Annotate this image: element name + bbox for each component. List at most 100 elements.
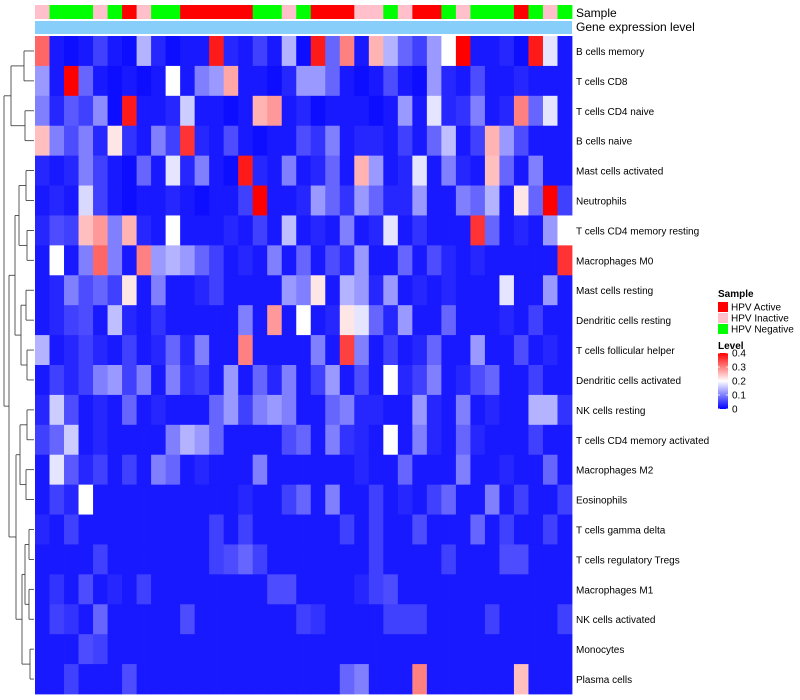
heatmap-cell: [528, 185, 544, 216]
heatmap-cell: [455, 305, 471, 336]
annotation-label-sample: Sample: [576, 6, 617, 20]
heatmap-cell: [180, 664, 196, 695]
level-legend: Level 0 0.1 0.2 0.3 0.4: [718, 341, 746, 416]
heatmap-cell: [310, 604, 326, 635]
heatmap-cell: [441, 95, 457, 127]
heatmap-cell: [267, 275, 283, 306]
heatmap-cell: [499, 604, 515, 635]
heatmap-cell: [64, 155, 79, 186]
heatmap-cell: [368, 275, 384, 306]
heatmap-cell: [513, 604, 529, 635]
heatmap-cell: [136, 36, 152, 67]
heatmap-cell: [441, 245, 457, 276]
heatmap-cell: [194, 185, 210, 216]
heatmap-cell: [107, 305, 123, 336]
heatmap-cell: [122, 65, 137, 97]
heatmap-cell: [513, 574, 529, 605]
heatmap-cell: [78, 245, 94, 276]
heatmap-cell: [441, 125, 457, 157]
heatmap-cell: [542, 275, 558, 306]
heatmap-cell: [383, 664, 399, 695]
heatmap-cell: [194, 574, 210, 605]
heatmap-cell: [354, 424, 370, 456]
heatmap-cell: [122, 604, 137, 635]
heatmap-cell: [78, 335, 94, 366]
heatmap-cell: [455, 454, 471, 486]
heatmap-cell: [151, 65, 167, 97]
heatmap-cell: [122, 215, 137, 246]
heatmap-cell: [64, 394, 79, 426]
heatmap-cell: [354, 454, 370, 486]
heatmap-cell: [49, 634, 65, 665]
heatmap-cell: [209, 305, 225, 336]
heatmap-cell: [296, 125, 312, 157]
heatmap-cell: [339, 95, 355, 127]
heatmap-cell: [107, 335, 123, 366]
heatmap-cell: [49, 544, 65, 575]
heatmap-cell: [296, 155, 312, 186]
sample-annotation-cell: [557, 5, 573, 19]
heatmap-cell: [426, 185, 442, 216]
heatmap-cell: [557, 305, 573, 336]
heatmap-cell: [281, 454, 297, 486]
heatmap-cell: [397, 604, 413, 635]
heatmap-cell: [528, 95, 544, 127]
heatmap-cell: [484, 185, 500, 216]
heatmap-cell: [470, 424, 486, 456]
heatmap-cell: [267, 305, 283, 336]
heatmap-cell: [310, 65, 326, 97]
heatmap-cell: [325, 365, 341, 396]
heatmap-cell: [64, 305, 79, 336]
heatmap-cell: [310, 125, 326, 157]
heatmap-cell: [35, 155, 50, 186]
heatmap-cell: [397, 36, 413, 67]
heatmap-cell: [165, 36, 181, 67]
sample-annotation-cell: [368, 5, 384, 19]
heatmap-cell: [151, 125, 167, 157]
heatmap-cell: [107, 36, 123, 67]
heatmap-cell: [542, 155, 558, 186]
heatmap-cell: [223, 275, 239, 306]
heatmap-cell: [107, 634, 123, 665]
heatmap-cell: [194, 245, 210, 276]
heatmap-cell: [513, 155, 529, 186]
heatmap-cell: [528, 514, 544, 545]
heatmap-cell: [151, 484, 167, 515]
heatmap-cell: [252, 95, 268, 127]
row-label: Neutrophils: [576, 197, 627, 208]
heatmap-cell: [209, 245, 225, 276]
heatmap-cell: [180, 155, 196, 186]
heatmap-cell: [325, 394, 341, 426]
heatmap-cell: [122, 185, 137, 216]
heatmap-cell: [209, 454, 225, 486]
heatmap-cell: [78, 424, 94, 456]
heatmap-cell: [64, 275, 79, 306]
heatmap-cell: [194, 664, 210, 695]
heatmap-cell: [426, 335, 442, 366]
heatmap-cell: [252, 155, 268, 186]
heatmap-cell: [281, 36, 297, 67]
heatmap-cell: [542, 215, 558, 246]
heatmap-cell: [93, 424, 108, 456]
heatmap-cell: [513, 514, 529, 545]
heatmap-cell: [238, 305, 254, 336]
heatmap-cell: [165, 394, 181, 426]
heatmap-cell: [412, 544, 428, 575]
heatmap-cell: [499, 335, 515, 366]
heatmap-cell: [238, 514, 254, 545]
heatmap-cell: [310, 215, 326, 246]
row-label: Mast cells resting: [576, 286, 653, 297]
heatmap-cell: [412, 125, 428, 157]
heatmap-cell: [354, 604, 370, 635]
heatmap-cell: [484, 544, 500, 575]
heatmap-cell: [412, 664, 428, 695]
heatmap-cell: [267, 36, 283, 67]
heatmap-cell: [542, 125, 558, 157]
heatmap-cell: [412, 65, 428, 97]
heatmap-cell: [499, 275, 515, 306]
heatmap-cell: [499, 484, 515, 515]
heatmap-cell: [107, 365, 123, 396]
heatmap-cell: [267, 185, 283, 216]
level-legend-tick-label: 0.3: [732, 363, 746, 374]
heatmap-cell: [64, 36, 79, 67]
